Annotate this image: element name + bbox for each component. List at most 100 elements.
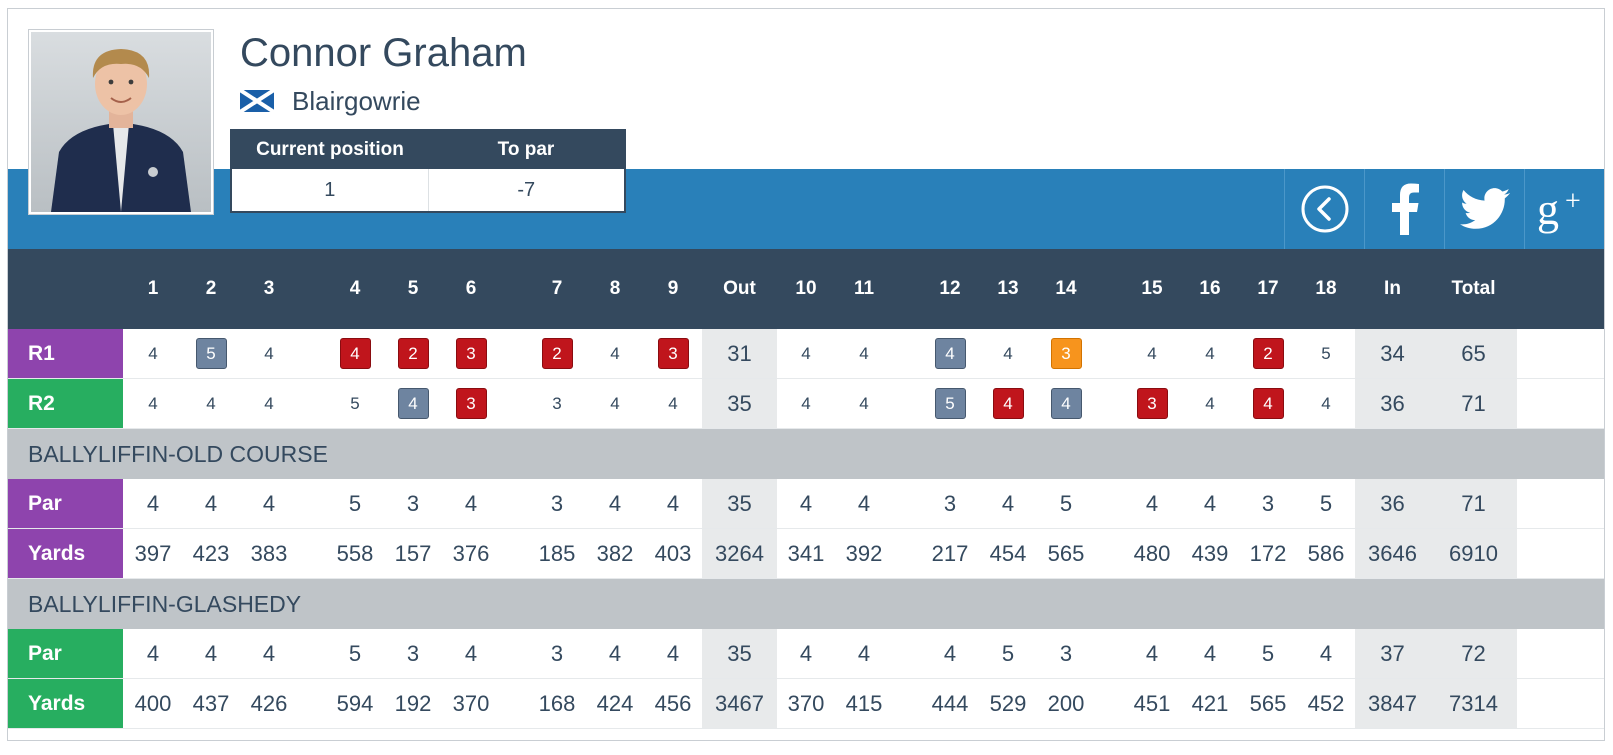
round-total-cell: 31: [702, 329, 777, 378]
hole-score-cell: 4: [326, 329, 384, 378]
score-value: 4: [610, 393, 620, 413]
course-value-cell: 4: [1319, 640, 1333, 666]
course-value-cell: 586: [1307, 540, 1345, 566]
course-par-row: Par 4 4 4 5 3 4 3 4 4 35 4 4 4 5 3 4 4 5 4 37 72: [8, 629, 1604, 679]
to-par-value: -7: [517, 178, 536, 201]
score-value: 4: [859, 393, 869, 413]
hole-score-cell: 5: [182, 329, 240, 378]
course-name: BALLYLIFFIN-OLD COURSE: [28, 440, 328, 467]
course-value-cell: 4: [1145, 490, 1159, 516]
hole-score-cell: 4: [835, 329, 893, 378]
course-value-cell: 72: [1430, 629, 1517, 678]
course-value-cell: 4: [666, 490, 680, 516]
score-value: 35: [727, 390, 752, 416]
google-plus-icon: g +: [1537, 185, 1581, 234]
course-value-cell: 4: [857, 640, 871, 666]
hole-score-cell: 4: [921, 329, 979, 378]
score-value: 4: [1321, 393, 1331, 413]
course-value-cell: 439: [1191, 540, 1229, 566]
course-value-cell: 4: [666, 640, 680, 666]
hole-score-cell: 2: [528, 329, 586, 378]
score-grey-badge: 5: [934, 388, 966, 419]
course-value-cell: 71: [1430, 479, 1517, 528]
score-value: 4: [148, 343, 158, 363]
course-row-label: Yards: [8, 679, 124, 728]
course-value-cell: 217: [931, 540, 969, 566]
hole-score-cell: 2: [384, 329, 442, 378]
course-value-cell: 452: [1307, 690, 1345, 716]
course-value-cell: 36: [1355, 479, 1430, 528]
facebook-share-button[interactable]: [1364, 169, 1444, 249]
score-value: 4: [1147, 343, 1157, 363]
course-value-cell: 400: [134, 690, 172, 716]
google-plus-share-button[interactable]: g +: [1524, 169, 1604, 249]
hole-score-cell: 3: [1037, 329, 1095, 378]
course-value-cell: 480: [1133, 540, 1171, 566]
course-value-cell: 3264: [702, 529, 777, 578]
score-value: 65: [1461, 340, 1486, 366]
course-name-row: BALLYLIFFIN-GLASHEDY: [8, 579, 1604, 629]
hole-score-cell: 4: [586, 379, 644, 428]
course-value-cell: 172: [1249, 540, 1287, 566]
course-value-cell: 4: [262, 640, 276, 666]
course-value-cell: 4: [799, 640, 813, 666]
score-grey-badge: 4: [397, 388, 429, 419]
header-cell: Total: [1451, 278, 1496, 299]
hole-score-cell: 4: [384, 379, 442, 428]
course-value-cell: 444: [931, 690, 969, 716]
course-value-cell: 200: [1047, 690, 1085, 716]
score-red-badge: 2: [397, 338, 429, 369]
hole-score-cell: 4: [777, 329, 835, 378]
course-value-cell: 426: [250, 690, 288, 716]
hole-score-cell: 4: [1181, 379, 1239, 428]
back-button[interactable]: [1284, 169, 1364, 249]
course-value-cell: 4: [262, 490, 276, 516]
score-red-badge: 2: [1252, 338, 1284, 369]
course-value-cell: 4: [146, 640, 160, 666]
header-cell: 9: [667, 278, 679, 299]
hole-score-cell: 4: [240, 379, 298, 428]
course-par-row: Par 4 4 4 5 3 4 3 4 4 35 4 4 3 4 5 4 4 3 5 36 71: [8, 479, 1604, 529]
header-cell: 16: [1199, 278, 1221, 299]
scorecard-panel: Connor Graham Blairgowrie Current positi…: [7, 8, 1605, 741]
course-value-cell: 35: [702, 629, 777, 678]
hole-score-cell: 4: [777, 379, 835, 428]
course-row-label: Yards: [8, 529, 124, 578]
hole-score-cell: 5: [326, 379, 384, 428]
hole-score-cell: 4: [1123, 329, 1181, 378]
header-spacer: [8, 249, 124, 329]
hole-score-cell: 5: [921, 379, 979, 428]
header-cell: 17: [1257, 278, 1279, 299]
round-total-cell: 71: [1430, 379, 1517, 428]
hole-score-cell: 4: [1037, 379, 1095, 428]
score-value: 5: [1321, 343, 1331, 363]
round-label: R1: [8, 329, 124, 378]
hole-score-cell: 4: [124, 379, 182, 428]
hole-score-cell: 4: [644, 379, 702, 428]
course-value-cell: 370: [787, 690, 825, 716]
header-cell: 5: [407, 278, 419, 299]
score-value: 36: [1380, 390, 1405, 416]
player-club: Blairgowrie: [292, 85, 421, 116]
round-row: R1 4 5 4 4 2 3 2 4 3 31 4 4 4 4 3 4 4 2 5 34 65: [8, 329, 1604, 379]
header-cell: Out: [723, 278, 756, 299]
hole-score-cell: 4: [1181, 329, 1239, 378]
score-value: 4: [1003, 343, 1013, 363]
course-value-cell: 382: [596, 540, 634, 566]
course-value-cell: 5: [348, 490, 362, 516]
course-row-label: Par: [8, 629, 124, 678]
course-value-cell: 192: [394, 690, 432, 716]
header-cell: In: [1384, 278, 1401, 299]
score-value: 4: [668, 393, 678, 413]
course-value-cell: 3: [550, 490, 564, 516]
hole-score-cell: 4: [1297, 379, 1355, 428]
round-total-cell: 35: [702, 379, 777, 428]
course-value-cell: 423: [192, 540, 230, 566]
score-grey-badge: 4: [934, 338, 966, 369]
to-par-header: To par: [497, 139, 555, 160]
twitter-share-button[interactable]: [1444, 169, 1524, 249]
course-value-cell: 168: [538, 690, 576, 716]
course-value-cell: 424: [596, 690, 634, 716]
course-value-cell: 4: [943, 640, 957, 666]
position-table: Current position To par 1 -7: [230, 129, 626, 213]
